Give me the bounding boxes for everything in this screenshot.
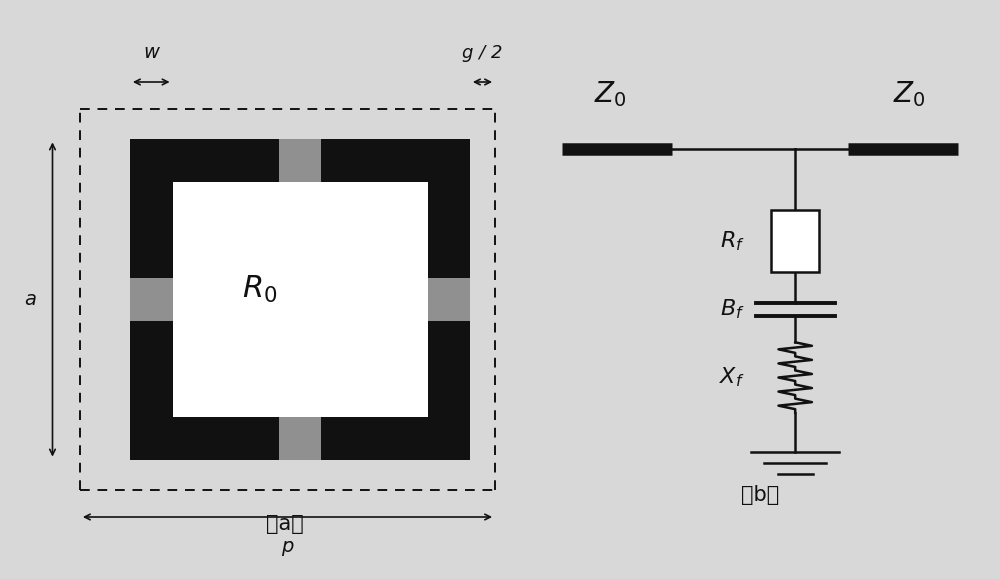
Bar <box>173 182 428 417</box>
Bar <box>130 140 470 460</box>
Text: a: a <box>24 290 36 309</box>
Bar <box>279 139 321 182</box>
Text: p: p <box>281 537 294 556</box>
Text: $R_f$: $R_f$ <box>720 229 745 253</box>
Bar <box>771 210 819 272</box>
Text: g / 2: g / 2 <box>462 44 503 62</box>
Bar <box>279 417 321 460</box>
Text: $X_f$: $X_f$ <box>719 366 745 389</box>
Text: （a）: （a） <box>266 515 304 534</box>
Bar <box>428 278 470 321</box>
Text: （b）: （b） <box>741 485 779 505</box>
Text: w: w <box>143 43 159 62</box>
Bar <box>130 278 173 321</box>
Text: $Z_0$: $Z_0$ <box>893 79 926 109</box>
Text: $Z_0$: $Z_0$ <box>594 79 627 109</box>
Text: $R_0$: $R_0$ <box>242 274 278 305</box>
Text: $B_f$: $B_f$ <box>720 298 745 321</box>
